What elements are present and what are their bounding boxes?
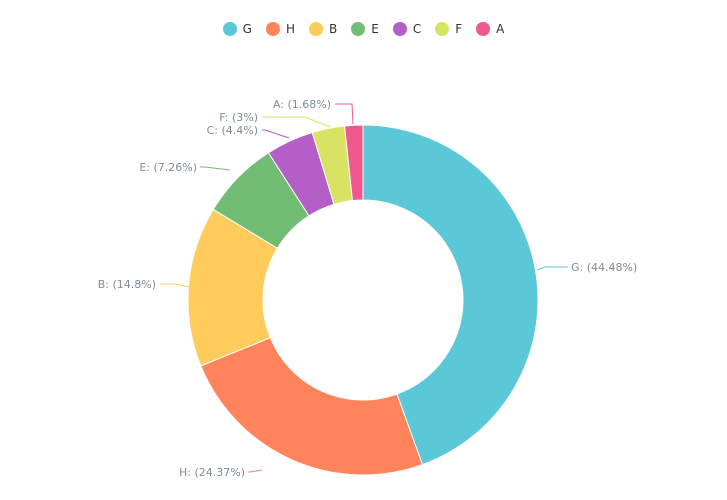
slice-label-g: G: (44.48%): [571, 261, 637, 274]
legend-swatch: [435, 22, 450, 36]
slice-label-e: E: (7.26%): [139, 161, 197, 174]
slice-h[interactable]: [200, 336, 424, 476]
leader-line-c: [262, 129, 290, 139]
legend-swatch: [265, 22, 280, 36]
slice-label-b: B: (14.8%): [98, 278, 156, 291]
legend-label: B: [329, 22, 338, 36]
legend-swatch: [222, 22, 237, 36]
leader-line-h: [248, 469, 263, 473]
leader-line-f: [262, 116, 331, 128]
leader-line-b: [160, 283, 190, 288]
legend-swatch: [309, 22, 323, 36]
legend-item-b[interactable]: B: [309, 22, 337, 36]
legend-item-a[interactable]: A: [476, 22, 504, 36]
legend-label: E: [371, 22, 379, 36]
legend-label: F: [455, 22, 463, 36]
legend-label: A: [496, 22, 505, 36]
legend-item-e[interactable]: E: [351, 22, 379, 36]
legend-swatch: [476, 22, 491, 36]
legend-item-g[interactable]: G: [222, 22, 252, 36]
legend-swatch: [392, 22, 407, 36]
slice-g[interactable]: [362, 124, 539, 466]
leader-line-g: [536, 266, 568, 271]
legend-label: G: [242, 22, 252, 36]
slice-label-h: H: (24.37%): [179, 466, 245, 479]
leader-line-a: [335, 103, 354, 125]
slice-label-c: C: (4.4%): [207, 124, 258, 137]
legend-item-c[interactable]: C: [392, 22, 422, 36]
slice-a[interactable]: [344, 124, 364, 202]
legend-item-f[interactable]: F: [435, 22, 462, 36]
legend-label: H: [285, 22, 295, 36]
legend-swatch: [351, 22, 366, 36]
slice-label-f: F: (3%): [219, 111, 258, 124]
legend-item-h[interactable]: H: [265, 22, 295, 36]
slice-label-a: A: (1.68%): [273, 98, 331, 111]
leader-line-e: [200, 166, 231, 171]
legend-label: C: [412, 22, 422, 36]
